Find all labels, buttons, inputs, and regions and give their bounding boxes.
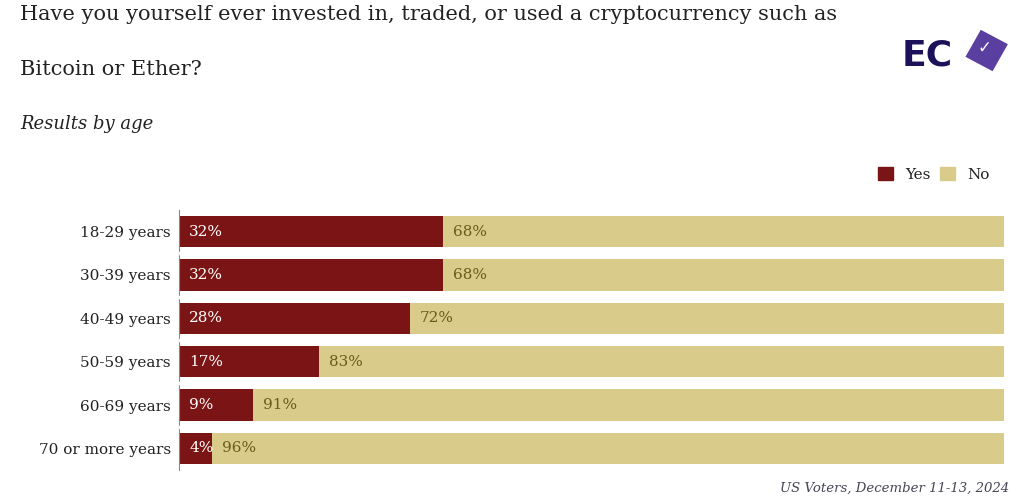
Text: US Voters, December 11-13, 2024: US Voters, December 11-13, 2024 xyxy=(779,482,1009,495)
Bar xyxy=(179,390,253,420)
Bar xyxy=(212,432,1004,464)
Legend: Yes, No: Yes, No xyxy=(871,160,996,188)
Bar xyxy=(443,260,1004,290)
Bar xyxy=(179,346,319,378)
Text: Have you yourself ever invested in, traded, or used a cryptocurrency such as: Have you yourself ever invested in, trad… xyxy=(20,5,838,24)
Text: Bitcoin or Ether?: Bitcoin or Ether? xyxy=(20,60,202,79)
Bar xyxy=(253,390,1004,420)
Text: Results by age: Results by age xyxy=(20,115,154,133)
Text: 68%: 68% xyxy=(453,224,486,238)
Bar xyxy=(410,302,1004,334)
Text: 68%: 68% xyxy=(453,268,486,282)
Text: EC: EC xyxy=(902,38,953,72)
Bar xyxy=(179,432,212,464)
Bar xyxy=(179,260,443,290)
Text: 72%: 72% xyxy=(420,312,454,326)
Bar xyxy=(179,216,443,248)
Polygon shape xyxy=(966,30,1008,71)
Text: 91%: 91% xyxy=(263,398,297,412)
Bar xyxy=(319,346,1004,378)
Text: 28%: 28% xyxy=(189,312,223,326)
Text: ✓: ✓ xyxy=(977,39,991,57)
Text: 9%: 9% xyxy=(189,398,213,412)
Text: 83%: 83% xyxy=(330,354,364,368)
Text: 32%: 32% xyxy=(189,268,223,282)
Bar xyxy=(179,302,410,334)
Text: 32%: 32% xyxy=(189,224,223,238)
Bar xyxy=(443,216,1004,248)
Text: 96%: 96% xyxy=(222,442,256,456)
Text: 4%: 4% xyxy=(189,442,213,456)
Text: 17%: 17% xyxy=(189,354,223,368)
